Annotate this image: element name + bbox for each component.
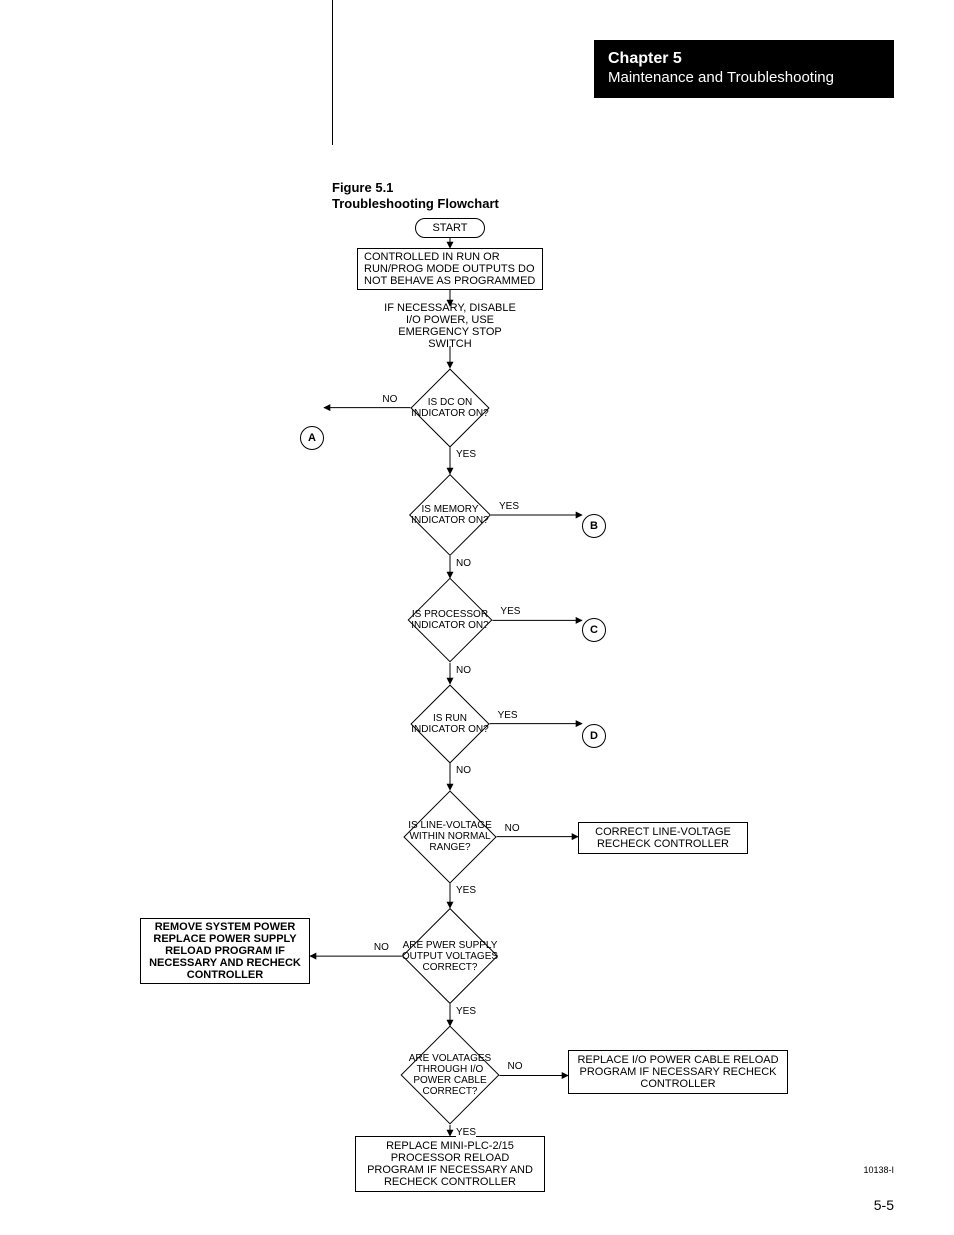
page-number: 5-5 xyxy=(874,1197,894,1213)
node-p1: CONTROLLED IN RUN OR RUN/PROG MODE OUTPU… xyxy=(357,248,543,290)
node-b: B xyxy=(582,514,606,538)
flowchart: START CONTROLLED IN RUN OR RUN/PROG MODE … xyxy=(130,218,830,1218)
chapter-title: Chapter 5 xyxy=(608,50,880,68)
node-p6: REPLACE MINI-PLC-2/15 PROCESSOR RELOAD P… xyxy=(355,1136,545,1192)
edge-label: NO xyxy=(456,665,471,676)
edge-label: YES xyxy=(456,1127,476,1138)
node-d: D xyxy=(582,724,606,748)
node-start: START xyxy=(415,218,485,238)
edge-label: NO xyxy=(456,765,471,776)
top-divider xyxy=(332,0,333,145)
edge-label: NO xyxy=(456,558,471,569)
decision-d3: IS PROCESSOR INDICATOR ON? xyxy=(408,578,493,663)
edge-label: NO xyxy=(382,394,397,405)
node-p4: REMOVE SYSTEM POWER REPLACE POWER SUPPLY… xyxy=(140,918,310,984)
edge-label: NO xyxy=(507,1061,522,1072)
edge-label: YES xyxy=(499,501,519,512)
page: Chapter 5 Maintenance and Troubleshootin… xyxy=(0,0,954,1235)
document-id: 10138-I xyxy=(863,1165,894,1175)
edge-label: YES xyxy=(456,885,476,896)
edge-label: YES xyxy=(456,449,476,460)
decision-d5: IS LINE-VOLTAGE WITHIN NORMAL RANGE? xyxy=(403,790,496,883)
figure-label: Figure 5.1 Troubleshooting Flowchart xyxy=(332,180,499,213)
edge-label: YES xyxy=(500,606,520,617)
figure-title: Troubleshooting Flowchart xyxy=(332,196,499,212)
node-c: C xyxy=(582,618,606,642)
node-a: A xyxy=(300,426,324,450)
decision-d4: IS RUN INDICATOR ON? xyxy=(410,684,489,763)
node-p5: REPLACE I/O POWER CABLE RELOAD PROGRAM I… xyxy=(568,1050,788,1094)
decision-d2: IS MEMORY INDICATOR ON? xyxy=(409,474,491,556)
node-p2: IF NECESSARY, DISABLE I/O POWER, USE EME… xyxy=(370,306,530,346)
decision-d1: IS DC ON INDICATOR ON? xyxy=(410,368,489,447)
chapter-header: Chapter 5 Maintenance and Troubleshootin… xyxy=(594,40,894,98)
edge-label: NO xyxy=(505,823,520,834)
node-p3: CORRECT LINE-VOLTAGE RECHECK CONTROLLER xyxy=(578,822,748,854)
edge-label: YES xyxy=(498,710,518,721)
decision-d6: ARE PWER SUPPLY OUTPUT VOLTAGES CORRECT? xyxy=(402,908,498,1004)
figure-number: Figure 5.1 xyxy=(332,180,499,196)
chapter-subtitle: Maintenance and Troubleshooting xyxy=(608,69,880,86)
edge-label: NO xyxy=(374,942,389,953)
decision-d7: ARE VOLATAGES THROUGH I/O POWER CABLE CO… xyxy=(401,1026,500,1125)
edge-label: YES xyxy=(456,1006,476,1017)
